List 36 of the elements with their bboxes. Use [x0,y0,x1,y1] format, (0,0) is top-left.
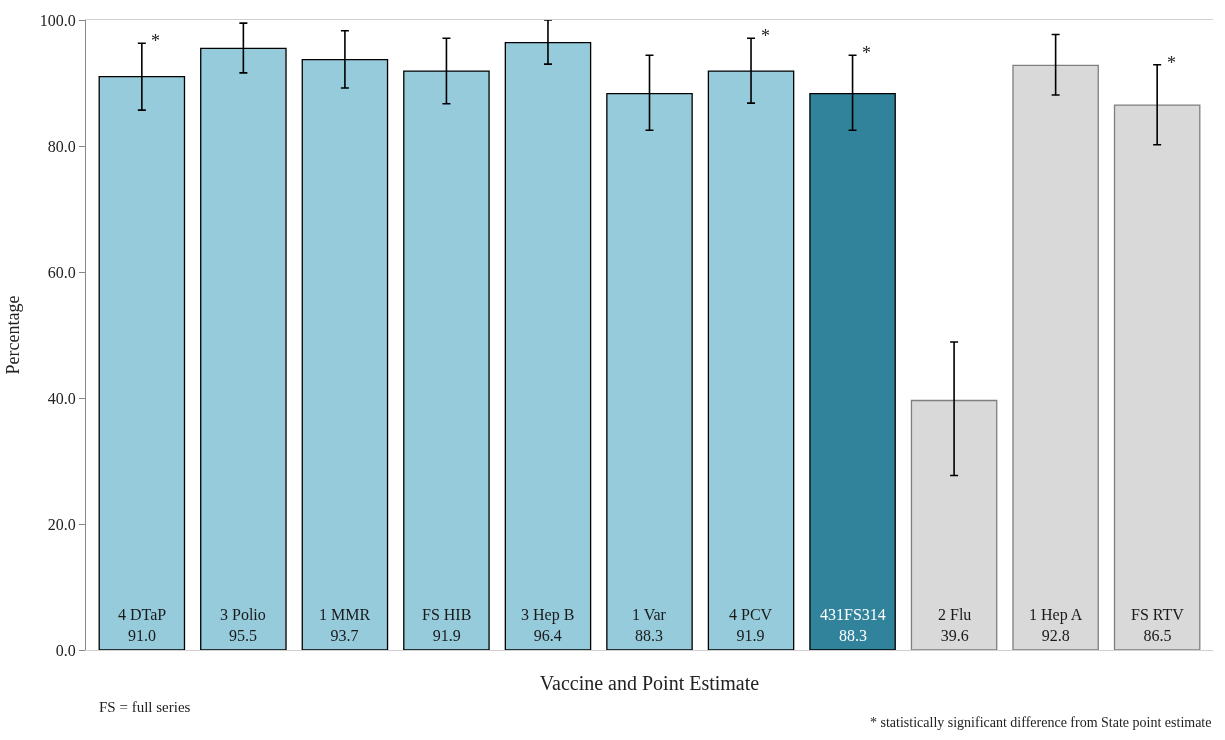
x-tick-label: 1 Hep A [1029,606,1083,624]
x-axis-title: Vaccine and Point Estimate [539,671,760,694]
annotation: * [151,31,160,51]
x-tick-label: 4 PCV [729,606,773,623]
annotation: * [761,26,770,46]
x-tick-label: 431FS314 [820,606,886,623]
data-label: 86.5 [1143,626,1172,644]
data-label: 91.9 [736,626,765,644]
data-label: 92.8 [1041,626,1070,644]
x-tick-label: 1 Var [632,606,667,623]
x-tick-label: 4 DTaP [118,606,167,623]
y-tick-label: 100.0 [39,11,76,29]
x-tick-label: 3 Polio [220,606,266,623]
x-tick-label: 1 MMR [319,606,371,623]
y-axis-title: Percentage [3,295,23,375]
y-tick-label: 0.0 [55,641,76,659]
y-tick-label: 60.0 [47,263,76,281]
data-label: 39.6 [940,626,969,644]
data-label: 95.5 [228,626,257,644]
data-label: 91.0 [128,626,157,644]
data-label: 91.9 [432,626,461,644]
data-label: 88.3 [838,626,867,644]
annotation: * [862,43,871,63]
y-tick-label: 40.0 [47,389,76,407]
text: * statistically significant difference from State point estimate [870,715,1212,730]
x-tick-label: FS RTV [1131,606,1185,623]
data-label: 88.3 [634,626,663,644]
y-tick-label: 20.0 [47,515,76,533]
data-label: 96.4 [533,626,562,644]
y-tick-label: 80.0 [47,137,76,155]
x-tick-label: 3 Hep B [521,606,575,624]
annotation: * [1167,53,1176,73]
text: FS = full series [99,699,191,715]
x-tick-label: FS HIB [422,606,472,623]
data-label: 93.7 [330,626,359,644]
x-tick-label: 2 Flu [938,606,972,623]
